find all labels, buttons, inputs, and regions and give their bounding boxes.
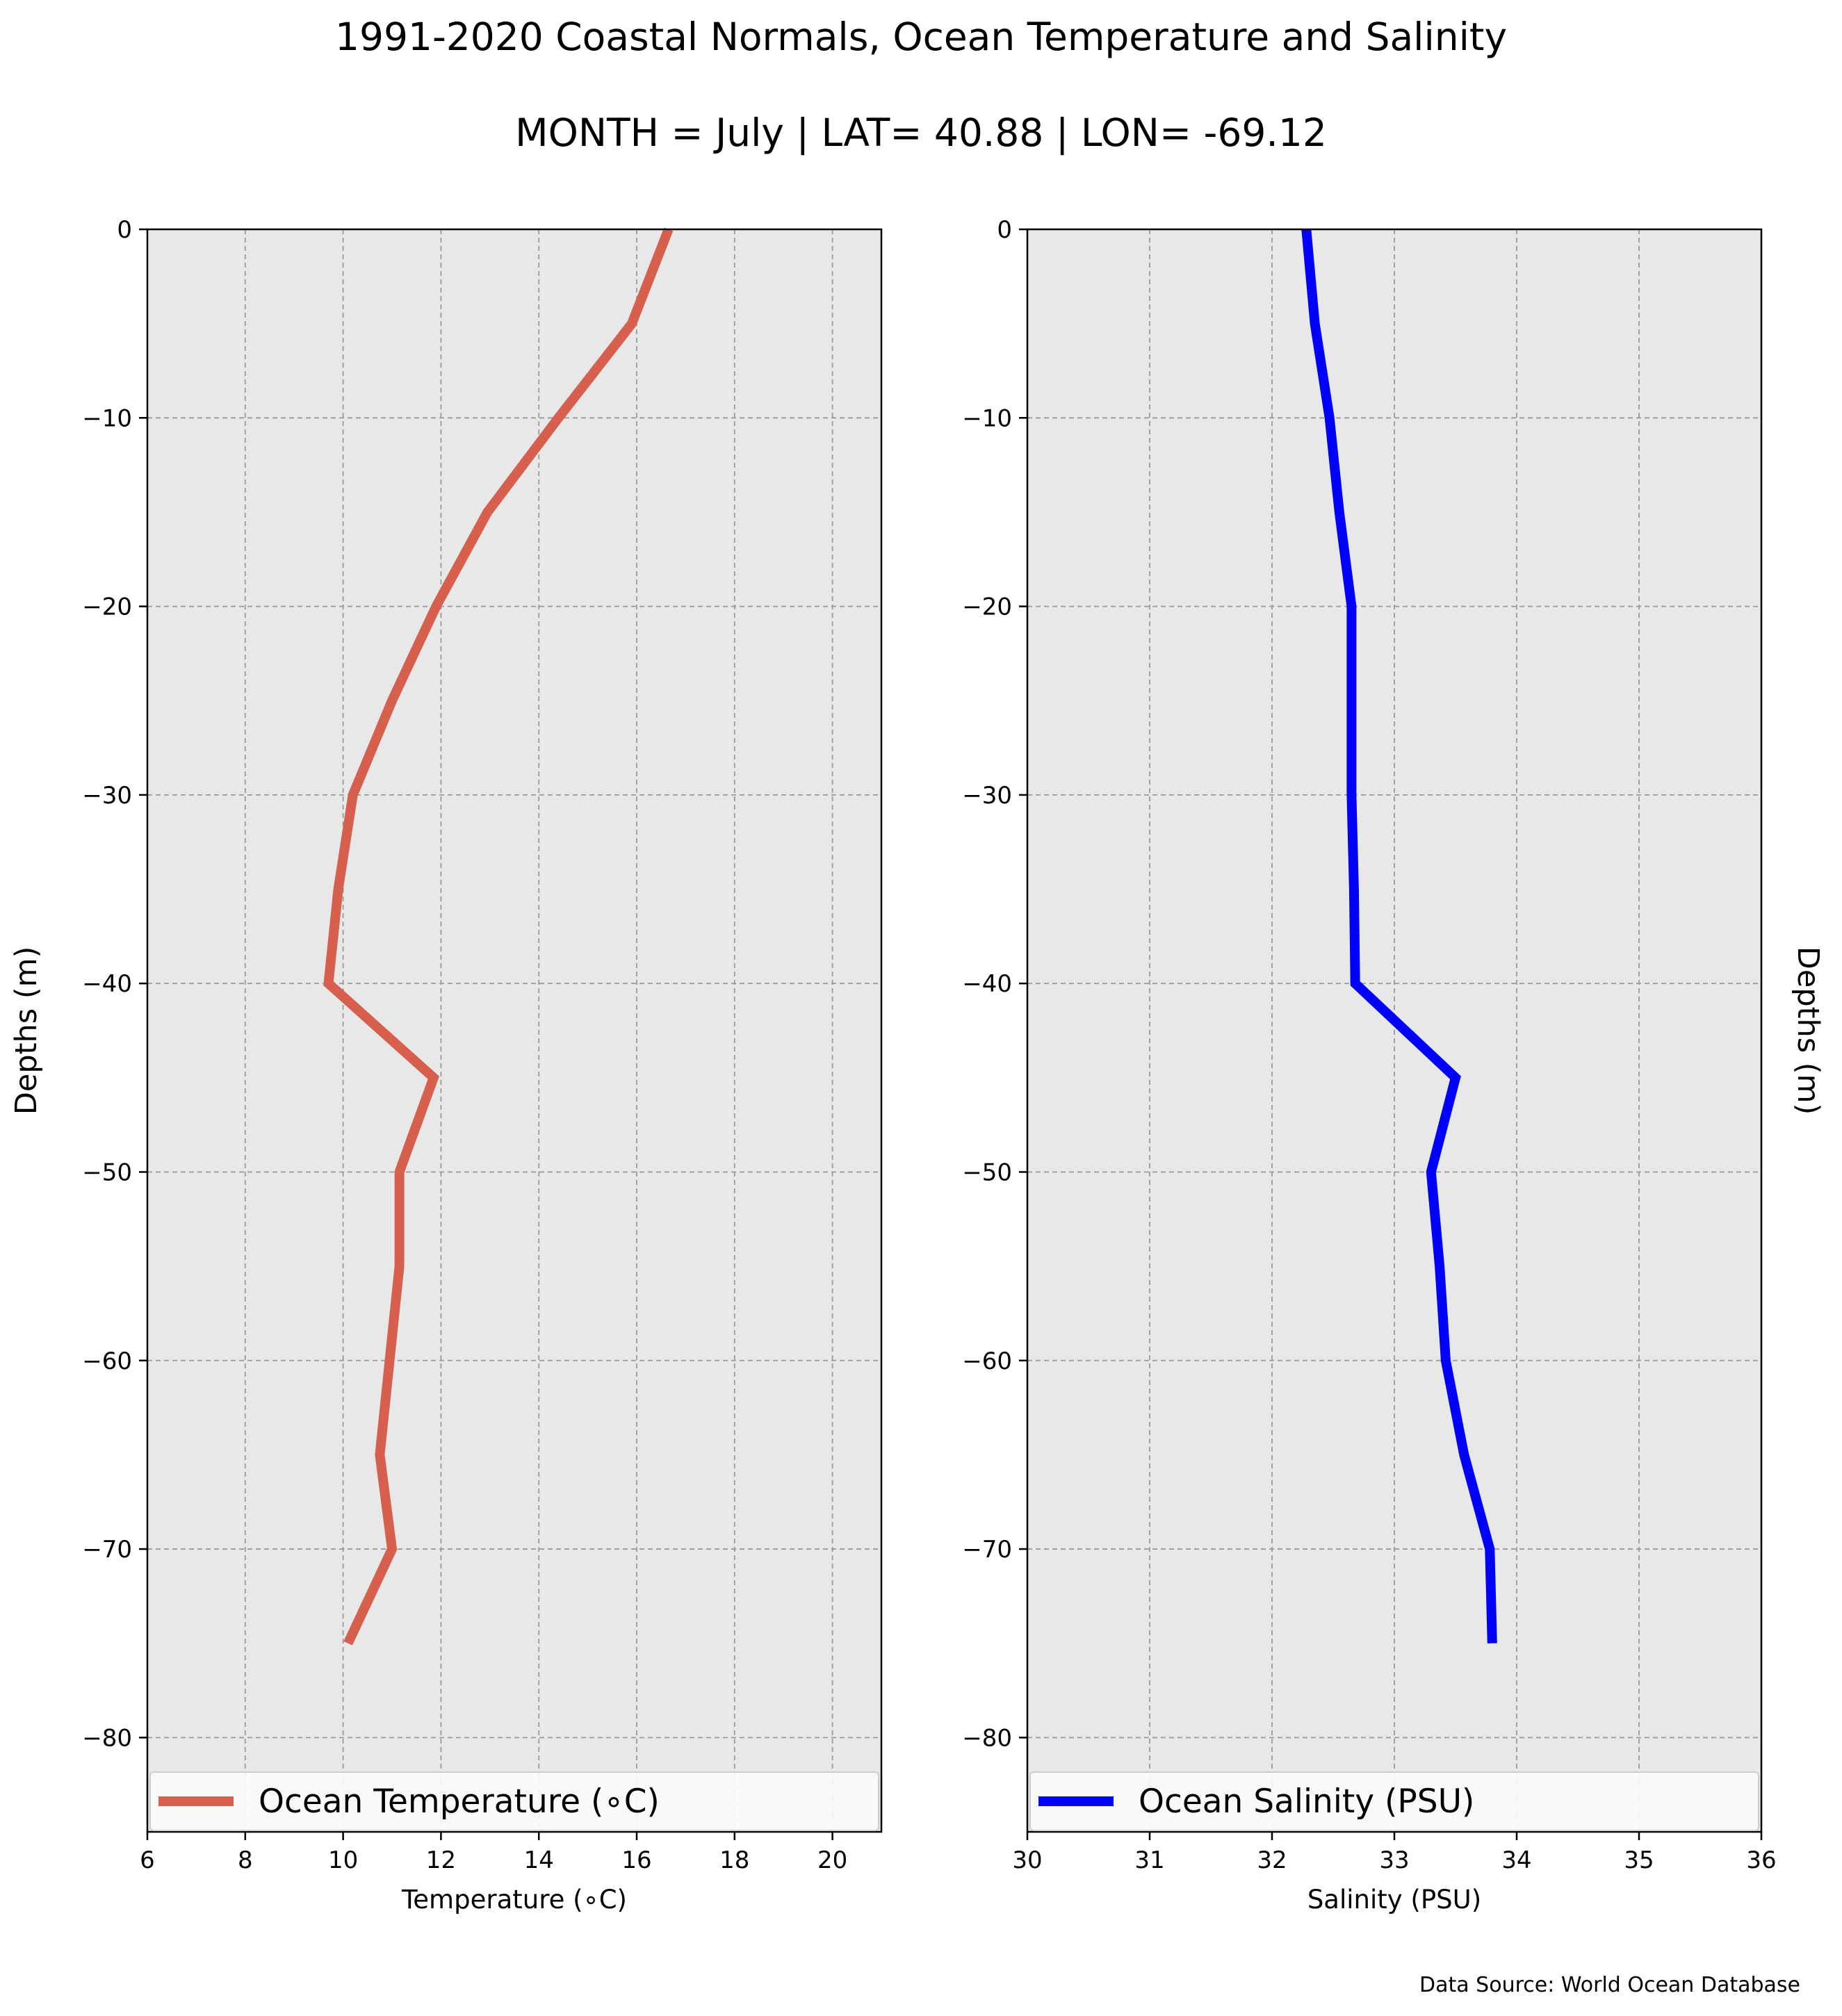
chart-0-y-tick-label-5: −50 [82,1158,132,1186]
chart-1-y-tick-label-8: −80 [962,1724,1012,1752]
chart-1-y-axis-label: Depths (m) [1791,946,1825,1115]
chart-0-series-line-0 [323,227,674,1646]
chart-1-x-tick-label-0: 30 [1012,1846,1042,1874]
chart-0-legend-box [149,1771,879,1831]
chart-1-legend-box [1029,1771,1759,1831]
chart-1-y-tick-label-5: −50 [962,1158,1012,1186]
chart-1-y-tick-label-1: −10 [962,404,1012,432]
chart-1-x-tick-label-4: 34 [1501,1846,1531,1874]
chart-1-x-axis-label: Salinity (PSU) [1307,1885,1481,1915]
chart-1-y-tick-label-4: −40 [962,970,1012,998]
chart-0-legend-label-0: Ocean Temperature (∘C) [259,1783,660,1821]
chart-1-y-tick-label-7: −70 [962,1536,1012,1564]
chart-1-x-tick-label-2: 32 [1257,1846,1287,1874]
chart-1-legend: Ocean Salinity (PSU) [1029,1771,1759,1831]
chart-1-x-tick-label-5: 35 [1624,1846,1654,1874]
chart-0-y-tick-label-2: −20 [82,593,132,621]
chart-0-x-axis-label: Temperature (∘C) [401,1885,627,1915]
chart-0-y-tick-label-7: −70 [82,1536,132,1564]
chart-0-x-tick-label-1: 8 [238,1846,253,1874]
chart-0-y-axis-label: Depths (m) [9,946,44,1115]
chart-0-x-tick-label-5: 16 [621,1846,651,1874]
chart-1-x-tick-label-3: 33 [1379,1846,1409,1874]
chart-0-y-tick-label-1: −10 [82,404,132,432]
chart-1-series-line-0 [1301,229,1497,1644]
temperature-panel: 6 8 10 12 14 16 18 20 0 −10 −20 −30 −40 −50 −60 −70 −80 T… [9,216,883,1915]
chart-0-x-tick-label-2: 10 [328,1846,358,1874]
chart-0-y-tick-label-4: −40 [82,970,132,998]
chart-0-y-tick-label-6: −60 [82,1347,132,1375]
chart-0-x-tick-label-4: 14 [524,1846,554,1874]
chart-0-axes-frame [146,228,883,1833]
figure-title: 1991-2020 Coastal Normals, Ocean Tempera… [335,15,1507,59]
chart-1-y-tick-label-6: −60 [962,1347,1012,1375]
chart-0-plot-area [147,229,881,1832]
data-source-note: Data Source: World Ocean Database [1419,1973,1800,1997]
chart-1-x-tick-label-6: 36 [1746,1846,1776,1874]
chart-1-y-tick-label-0: 0 [997,216,1012,244]
chart-0-x-tick-label-6: 18 [719,1846,749,1874]
chart-0-x-tick-label-7: 20 [817,1846,847,1874]
salinity-panel: 30 31 32 33 34 35 36 0 −10 −20 −30 −40 −50 −60 −70 −80 S… [962,216,1825,1915]
chart-0-x-tick-label-3: 12 [426,1846,456,1874]
chart-0-y-tick-label-0: 0 [117,216,132,244]
figure-subtitle: MONTH = July | LAT= 40.88 | LON= -69.12 [515,110,1327,156]
chart-1-x-tick-label-1: 31 [1134,1846,1164,1874]
chart-1-legend-label-0: Ocean Salinity (PSU) [1139,1783,1474,1821]
chart-1-y-tick-label-2: −20 [962,593,1012,621]
chart-0-y-tick-label-3: −30 [82,782,132,810]
chart-1-y-tick-label-3: −30 [962,782,1012,810]
chart-0-y-tick-label-8: −80 [82,1724,132,1752]
chart-0-legend: Ocean Temperature (∘C) [149,1771,879,1831]
chart-0-x-tick-label-0: 6 [140,1846,155,1874]
